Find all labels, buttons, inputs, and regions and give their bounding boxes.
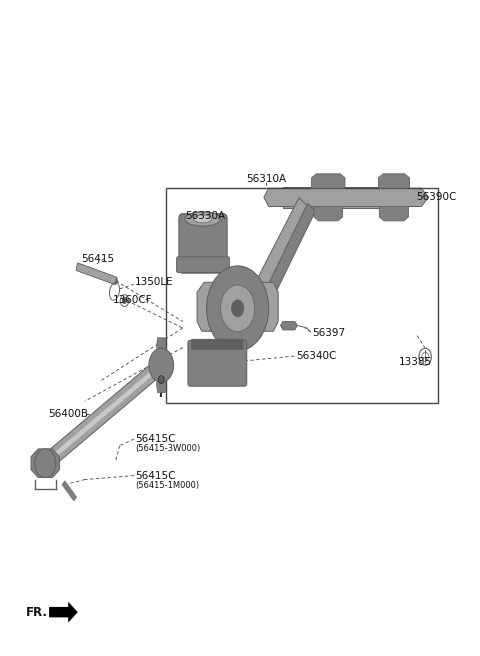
Polygon shape xyxy=(264,203,315,299)
Polygon shape xyxy=(156,382,166,393)
Text: 56400B: 56400B xyxy=(48,409,88,419)
Polygon shape xyxy=(378,174,409,188)
Text: 56415C: 56415C xyxy=(135,470,176,481)
Text: 56415: 56415 xyxy=(82,254,115,264)
Polygon shape xyxy=(197,282,278,331)
Text: FR.: FR. xyxy=(26,605,48,619)
Text: 56310A: 56310A xyxy=(246,174,286,184)
FancyBboxPatch shape xyxy=(177,256,229,272)
Polygon shape xyxy=(49,602,78,623)
Polygon shape xyxy=(281,321,297,330)
Text: 56397: 56397 xyxy=(312,327,346,338)
Text: 56415C: 56415C xyxy=(135,434,176,444)
Circle shape xyxy=(149,348,174,382)
Ellipse shape xyxy=(194,215,212,223)
Polygon shape xyxy=(42,358,165,470)
Polygon shape xyxy=(31,449,60,478)
Bar xyxy=(166,188,438,403)
Polygon shape xyxy=(76,263,117,285)
Circle shape xyxy=(231,300,244,317)
Polygon shape xyxy=(115,277,118,285)
Text: 1360CF: 1360CF xyxy=(113,295,152,305)
FancyBboxPatch shape xyxy=(192,339,243,350)
Polygon shape xyxy=(379,207,408,221)
Text: 1350LE: 1350LE xyxy=(135,277,174,287)
Polygon shape xyxy=(264,188,429,207)
Polygon shape xyxy=(312,174,345,188)
Polygon shape xyxy=(283,187,383,208)
Polygon shape xyxy=(256,197,314,297)
Circle shape xyxy=(158,376,164,384)
Text: 56330A: 56330A xyxy=(185,211,225,220)
Circle shape xyxy=(206,266,269,351)
FancyBboxPatch shape xyxy=(179,214,227,273)
Text: (56415-1M000): (56415-1M000) xyxy=(135,481,199,490)
Polygon shape xyxy=(156,338,166,348)
FancyBboxPatch shape xyxy=(188,340,247,386)
Circle shape xyxy=(35,449,56,478)
Text: 56390C: 56390C xyxy=(417,192,457,202)
Polygon shape xyxy=(314,207,343,221)
Text: (56415-3W000): (56415-3W000) xyxy=(135,444,200,453)
Circle shape xyxy=(122,297,127,304)
Text: 13385: 13385 xyxy=(398,357,432,367)
Polygon shape xyxy=(46,364,161,464)
Ellipse shape xyxy=(185,212,221,226)
Circle shape xyxy=(220,285,255,332)
Polygon shape xyxy=(62,481,77,501)
Text: 56340C: 56340C xyxy=(296,351,336,361)
